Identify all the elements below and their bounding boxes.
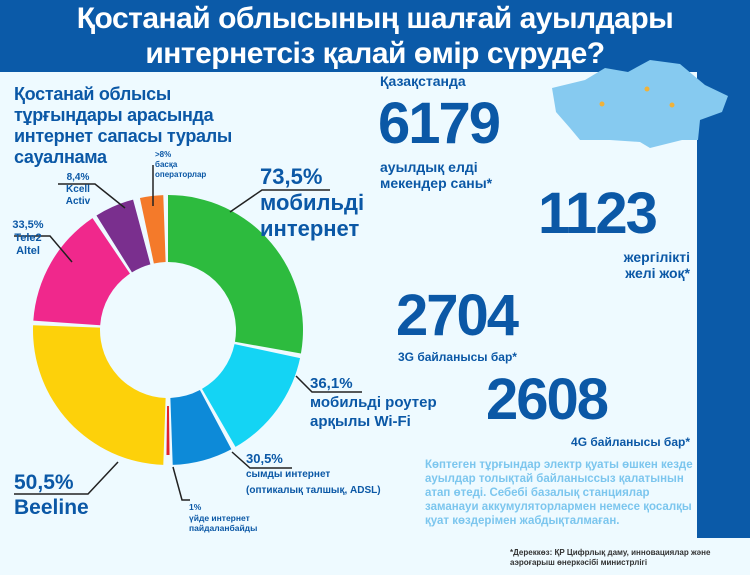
header-title: Қостанай облысының шалғай ауылдары интер… [0,0,750,72]
stat-caption-line: желі жоқ* [625,265,690,281]
donut-slice-5 [33,218,130,326]
label-pct: 8,4% [66,172,90,183]
stat-caption: ауылдық елді мекендер саны* [380,159,492,191]
label-text: Activ [65,196,91,207]
label-text: Tele2 [14,232,42,244]
map-dot [644,86,650,92]
survey-title-line: интернет сапасы туралы [14,126,232,146]
label-tele2: 33,5% Tele2 Altel [8,219,48,258]
label-text: арқылы Wi-Fi [310,413,411,430]
label-pct: 1% [189,502,202,512]
donut-slice-2 [170,390,232,465]
donut-slice-7 [139,195,166,264]
decorative-bar [697,72,750,538]
label-text: интернет [260,216,360,241]
note-text: Көптеген тұрғындар электр қуаты өшкен ке… [425,459,693,527]
stat-caption: жергілікті желі жоқ* [560,249,690,281]
donut-slice-6 [96,199,151,273]
label-text: сымды интернет [246,469,331,480]
kazakhstan-map [552,60,728,148]
label-wired: 30,5% сымды интернет (оптикалық талшық, … [246,451,381,499]
leader-lines [14,165,362,501]
survey-title-line: тұрғындары арасында [14,105,214,125]
label-beeline: 50,5% Beeline [14,470,89,520]
label-text: Beeline [14,496,89,519]
label-text: операторлар [155,170,207,179]
label-text: басқа [155,160,178,169]
label-text: Altel [16,245,40,257]
title-line-2: интернетсіз қалай өмір сүруде? [145,37,605,70]
stat-number: 1123 [538,181,658,246]
donut-slice-3 [166,405,170,455]
label-text: мобильді [260,190,365,215]
label-pct: >8% [155,150,172,159]
label-wifi: 36,1% мобильді роутер арқылы Wi-Fi [310,374,437,431]
label-text: (оптикалық талшық, ADSL) [246,485,381,496]
label-pct: 73,5% [260,164,323,189]
stat-caption-line: мекендер саны* [380,175,493,191]
label-other: >8% басқа операторлар [155,150,206,180]
survey-title-line: Қостанай облысы [14,84,171,104]
label-none: 1% үйде интернет пайдаланбайды [189,502,257,534]
stat-caption-line: жергілікті [623,249,690,265]
stat-number: 2704 [396,283,519,348]
survey-title: Қостанай облысы тұрғындары арасында инте… [14,84,232,168]
label-text: пайдаланбайды [189,523,258,533]
donut-slice-4 [33,325,166,465]
label-pct: 36,1% [310,375,353,392]
label-text: Kcell [66,184,90,195]
donut-slice-1 [202,344,301,447]
survey-title-line: сауалнама [14,147,107,167]
label-mobile: 73,5% мобильді интернет [260,164,364,242]
title-line-1: Қостанай облысының шалғай ауылдары [76,2,674,35]
map-dot [669,102,675,108]
stat-caption-line: ауылдық елді [380,159,478,175]
label-kcell: 8,4% Kcell Activ [58,172,98,208]
stat-number: 6179 [378,91,501,156]
map-dot [599,101,605,107]
label-text: мобильді роутер [310,394,437,411]
stat-number: 2608 [486,367,609,432]
donut-slice-0 [168,195,303,354]
label-pct: 30,5% [246,451,283,466]
source-text: *Дереккөз: ҚР Цифрлық даму, инновациялар… [510,548,711,567]
label-pct: 33,5% [12,219,44,231]
stat-caption: 4G байланысы бар* [571,435,690,449]
label-pct: 50,5% [14,471,74,494]
stat-caption: 3G байланысы бар* [398,350,517,364]
label-text: үйде интернет [189,512,250,523]
stat-prefix: Қазақстанда [380,73,466,89]
